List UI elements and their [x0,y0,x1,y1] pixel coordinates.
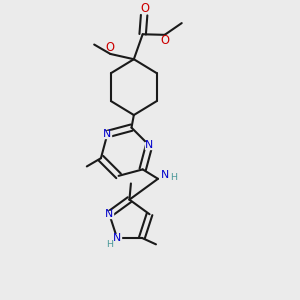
Text: H: H [170,172,177,182]
Bar [145,142,153,149]
Text: O: O [105,41,114,54]
Text: N: N [145,140,153,150]
Text: N: N [161,170,170,180]
Text: O: O [160,34,169,47]
Text: H: H [106,240,113,249]
Bar [105,211,113,218]
Text: N: N [105,209,113,219]
Text: O: O [141,2,150,15]
Bar [103,130,112,138]
Text: N: N [113,233,121,243]
Text: N: N [103,129,112,139]
Bar [113,234,121,242]
